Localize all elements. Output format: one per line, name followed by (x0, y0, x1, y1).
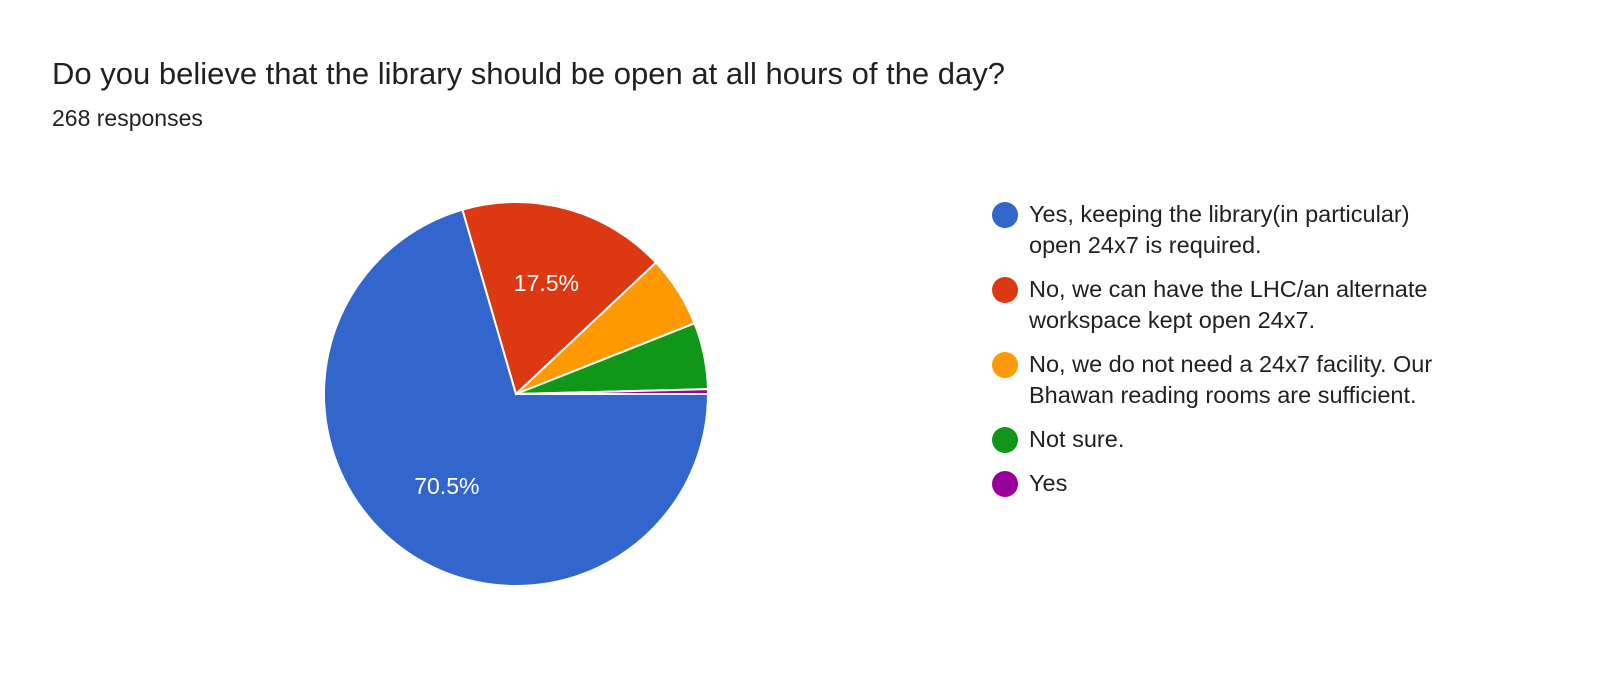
response-count: 268 responses (52, 105, 203, 131)
legend: Yes, keeping the library(in particular) … (992, 199, 1462, 512)
legend-swatch-icon (992, 202, 1018, 228)
pie-slice-0[interactable] (323, 208, 710, 587)
legend-item[interactable]: Yes, keeping the library(in particular) … (992, 199, 1462, 261)
legend-label: No, we do not need a 24x7 facility. Our … (1029, 351, 1433, 408)
legend-item[interactable]: No, we do not need a 24x7 facility. Our … (992, 349, 1462, 411)
pie-slice-1[interactable] (461, 201, 658, 396)
legend-item[interactable]: Not sure. (992, 424, 1462, 455)
legend-item[interactable]: Yes (992, 468, 1462, 499)
legend-swatch-icon (992, 277, 1018, 303)
legend-item[interactable]: No, we can have the LHC/an alternate wor… (992, 274, 1462, 336)
slice-data-label: 70.5% (414, 473, 479, 499)
legend-label: Not sure. (1029, 426, 1125, 452)
legend-swatch-icon (992, 427, 1018, 453)
legend-swatch-icon (992, 352, 1018, 378)
pie-chart: 70.5% 17.5% (323, 201, 710, 587)
legend-label: Yes, keeping the library(in particular) … (1029, 201, 1410, 258)
legend-label: Yes (1029, 470, 1068, 496)
legend-swatch-icon (992, 471, 1018, 497)
legend-label: No, we can have the LHC/an alternate wor… (1029, 276, 1428, 333)
slice-data-label: 17.5% (514, 270, 579, 296)
pie-slice-4[interactable] (515, 388, 710, 395)
chart-title: Do you believe that the library should b… (52, 56, 1006, 91)
